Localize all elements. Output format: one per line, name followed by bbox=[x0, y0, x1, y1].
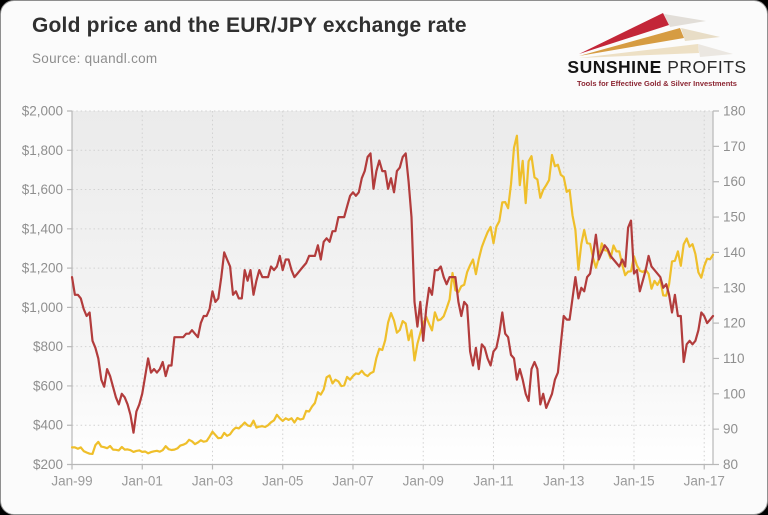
x-tick-label: Jan-13 bbox=[543, 474, 584, 489]
y-left-tick-label: $2,000 bbox=[22, 104, 63, 119]
eurjpy-series-line bbox=[70, 152, 715, 434]
y-axis-left-labels: $2,000 $1,800 $1,600 $1,400 $1,200 $1,000 $800… bbox=[22, 104, 63, 473]
y-right-tick-label: 170 bbox=[723, 139, 746, 154]
y-right-tick-label: 90 bbox=[723, 422, 738, 437]
x-tick-label: Jan-05 bbox=[262, 474, 303, 489]
logo-name: SUNSHINE PROFITS bbox=[565, 57, 749, 78]
source-label: Source: quandl.com bbox=[32, 51, 158, 66]
x-tick-label: Jan-99 bbox=[51, 474, 92, 489]
y-right-tick-label: 140 bbox=[723, 245, 746, 260]
x-axis-labels: Jan-99 Jan-01 Jan-03 Jan-05 Jan-07 Jan-09 Jan-… bbox=[51, 474, 725, 489]
sunshine-rays-icon bbox=[579, 13, 733, 58]
y-right-tick-label: 160 bbox=[723, 174, 746, 189]
y-right-tick-label: 150 bbox=[723, 210, 746, 225]
y-right-tick-label: 110 bbox=[723, 351, 745, 366]
logo-name-light: PROFITS bbox=[667, 57, 747, 77]
axes bbox=[67, 110, 719, 470]
y-right-tick-label: 180 bbox=[723, 104, 746, 119]
x-tick-label: Jan-17 bbox=[684, 474, 725, 489]
x-tick-label: Jan-07 bbox=[332, 474, 373, 489]
x-tick-label: Jan-03 bbox=[192, 474, 233, 489]
y-left-tick-label: $1,600 bbox=[22, 182, 63, 197]
chart-title: Gold price and the EUR/JPY exchange rate bbox=[32, 14, 467, 37]
y-right-tick-label: 100 bbox=[723, 386, 746, 401]
y-left-tick-label: $1,200 bbox=[22, 261, 63, 276]
y-right-tick-label: 80 bbox=[723, 457, 738, 472]
y-left-tick-label: $400 bbox=[33, 418, 63, 433]
y-right-tick-label: 120 bbox=[723, 316, 746, 331]
x-tick-label: Jan-09 bbox=[403, 474, 444, 489]
y-left-tick-label: $800 bbox=[33, 339, 63, 354]
logo-tagline: Tools for Effective Gold & Silver Invest… bbox=[577, 79, 737, 88]
plot-area bbox=[72, 111, 713, 465]
y-left-tick-label: $1,400 bbox=[22, 221, 63, 236]
x-tick-label: Jan-15 bbox=[613, 474, 654, 489]
y-left-tick-label: $200 bbox=[33, 457, 63, 472]
sunshine-profits-logo: SUNSHINE PROFITS Tools for Effective Gol… bbox=[565, 7, 749, 88]
x-tick-label: Jan-01 bbox=[122, 474, 163, 489]
y-left-tick-label: $600 bbox=[33, 378, 63, 393]
y-axis-right-labels: 180 170 160 150 140 130 120 110 100 90 80 bbox=[723, 104, 746, 473]
y-left-tick-label: $1,800 bbox=[22, 143, 63, 158]
gold-series-line bbox=[70, 134, 715, 455]
y-right-tick-label: 130 bbox=[723, 280, 746, 295]
x-tick-label: Jan-11 bbox=[473, 474, 513, 489]
y-left-tick-label: $1,000 bbox=[22, 300, 63, 315]
logo-name-bold: SUNSHINE bbox=[567, 57, 662, 77]
